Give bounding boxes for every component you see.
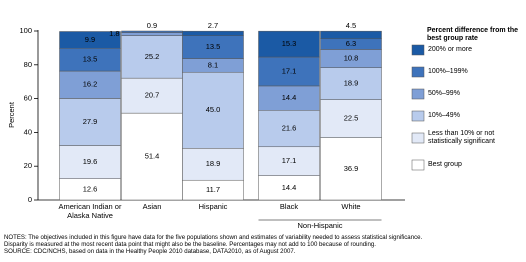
- bar-segment: [59, 31, 121, 49]
- value-label: 20.7: [145, 91, 160, 100]
- value-label: 27.9: [83, 117, 98, 126]
- x-tick-label: Asian: [142, 202, 162, 211]
- bar-segment: [182, 148, 244, 181]
- bar-segment: [320, 30, 382, 40]
- x-tick-label: American Indian or Alaska Native: [58, 202, 122, 220]
- value-label: 11.7: [206, 185, 220, 194]
- value-label: 15.3: [282, 39, 297, 48]
- bar-segment: [182, 30, 244, 36]
- value-label: 0.9: [147, 21, 157, 30]
- value-label: 19.6: [83, 157, 98, 166]
- group-label: Non-Hispanic: [297, 221, 343, 230]
- bar-segment: [258, 30, 320, 58]
- bar-segment: [320, 67, 382, 100]
- bar-segment: [320, 99, 382, 138]
- bar-segment: [258, 110, 320, 148]
- value-label: 9.9: [85, 35, 95, 44]
- value-label: 14.4: [282, 183, 297, 192]
- value-label: 16.2: [83, 80, 98, 89]
- value-label: 10.8: [344, 54, 359, 63]
- legend-label: 10%–49%: [428, 112, 460, 119]
- y-tick-label: 60: [24, 94, 32, 103]
- legend-label: Best group: [428, 161, 462, 168]
- y-tick-label: 40: [24, 127, 32, 136]
- bar-segment: [121, 77, 183, 114]
- bar-segment: [121, 30, 183, 33]
- value-label: 36.9: [344, 164, 359, 173]
- legend-label: 100%–199%: [428, 68, 468, 75]
- x-tick-label: White: [341, 202, 361, 211]
- value-label: 6.3: [346, 39, 356, 48]
- value-label: 17.1: [282, 156, 297, 165]
- legend-label: 200% or more: [428, 46, 472, 53]
- bar-segment: [258, 85, 320, 111]
- value-label: 18.9: [344, 79, 359, 88]
- value-label: 17.1: [282, 66, 297, 75]
- value-label: 12.6: [83, 184, 98, 193]
- y-axis-label: Percent: [7, 101, 16, 128]
- legend-swatch: [411, 110, 425, 122]
- x-tick-label: Black: [279, 202, 299, 211]
- legend-title: Percent difference from the best group r…: [427, 27, 519, 42]
- value-label: 2.7: [208, 21, 218, 30]
- y-tick-label: 80: [24, 60, 32, 69]
- value-label: 22.5: [344, 114, 359, 123]
- bar-segment: [258, 56, 320, 87]
- value-label: 1.8: [109, 29, 119, 38]
- bar-segment: [59, 70, 121, 99]
- value-label: 13.5: [83, 55, 98, 64]
- source-text: SOURCE: CDC/NCHS, based on data in the H…: [4, 248, 296, 255]
- y-tick-label: 0: [28, 195, 32, 204]
- notes-text: NOTES: The objectives included in this f…: [4, 234, 423, 248]
- legend-swatch: [411, 44, 425, 56]
- bar-segment: [121, 35, 183, 79]
- value-label: 51.4: [145, 152, 160, 161]
- bar-segment: [182, 71, 244, 149]
- legend-swatch: [411, 88, 425, 100]
- bar-segment: [121, 32, 183, 36]
- value-label: 4.5: [346, 21, 356, 30]
- bar-segment: [258, 146, 320, 176]
- bar-segment: [320, 137, 382, 201]
- legend-swatch: [411, 132, 425, 144]
- bar-segment: [59, 98, 121, 146]
- value-label: 45.0: [206, 105, 221, 114]
- value-label: 21.6: [282, 123, 297, 132]
- x-tick-label: Hispanic: [198, 202, 228, 211]
- value-label: 14.4: [282, 93, 297, 102]
- legend-swatch: [411, 66, 425, 78]
- value-label: 25.2: [145, 52, 160, 61]
- value-label: 18.9: [206, 159, 221, 168]
- legend-swatch: [411, 159, 425, 171]
- legend-label: Less than 10% or not statistically signi…: [428, 130, 495, 145]
- legend-label: 50%–99%: [428, 90, 460, 97]
- value-label: 13.5: [206, 42, 221, 51]
- y-tick-label: 100: [19, 26, 32, 35]
- bar-segment: [258, 175, 320, 201]
- y-tick-label: 20: [24, 161, 32, 170]
- notes: NOTES: The objectives included in this f…: [4, 234, 444, 255]
- value-label: 8.1: [208, 60, 218, 69]
